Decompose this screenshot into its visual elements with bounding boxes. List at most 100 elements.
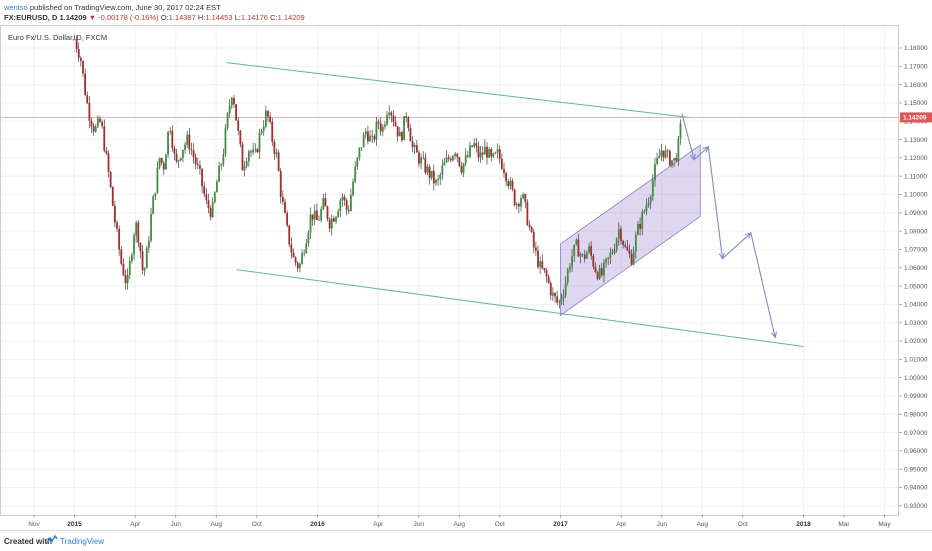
- candle-body: [218, 165, 220, 182]
- candle-body: [437, 178, 439, 180]
- candle-body: [622, 240, 624, 246]
- tradingview-brand[interactable]: TradingView: [60, 537, 105, 546]
- candle-body: [524, 194, 527, 203]
- candle-body: [216, 181, 218, 193]
- candle-body: [156, 167, 159, 193]
- candle-body: [239, 130, 242, 145]
- candle-body: [252, 149, 255, 153]
- candle-body: [552, 292, 554, 296]
- candle-body: [590, 246, 593, 256]
- candle-body: [407, 117, 410, 129]
- candle-body: [126, 275, 129, 284]
- candle-body: [309, 214, 312, 233]
- candle-body: [224, 128, 227, 155]
- candle-body: [192, 150, 195, 158]
- published-text: published on TradingView.com, June 30, 2…: [29, 3, 221, 12]
- time-axis[interactable]: Nov 2015 Apr Jun Aug Oct 2016 Apr Jun Aug Oct 2017 A…: [28, 515, 891, 528]
- candle-body: [294, 257, 297, 263]
- candle-body: [375, 121, 378, 140]
- candle-body: [241, 144, 244, 171]
- candle-body: [284, 201, 286, 213]
- tradingview-logo-icon: [46, 535, 58, 544]
- candle-body: [311, 214, 314, 220]
- x-tick-label: Oct: [252, 521, 262, 528]
- candle-body: [86, 95, 89, 103]
- candle-body: [360, 147, 363, 148]
- candle-body: [381, 126, 384, 132]
- price-chart[interactable]: Euro Fx/U.S. Dollar, D, FXCM 1.18000 1.17…: [0, 0, 932, 530]
- candle-body: [428, 166, 431, 178]
- price-axis[interactable]: 1.180001.170001.160001.150001.140001.130…: [899, 45, 932, 510]
- candle-body: [171, 130, 174, 149]
- candle-body: [492, 153, 495, 157]
- rising-channel: [560, 144, 701, 317]
- x-tick-label: Aug: [453, 521, 465, 528]
- candle-body: [611, 252, 614, 254]
- y-tick-label: 1.16000: [904, 82, 928, 89]
- candle-body: [196, 164, 199, 166]
- candle-body: [656, 158, 658, 164]
- candle-body: [645, 205, 648, 211]
- candle-body: [364, 131, 367, 135]
- candle-body: [564, 282, 567, 295]
- candle-body: [190, 149, 193, 151]
- candle-body: [267, 110, 269, 117]
- current-price-badge: [900, 112, 932, 123]
- candle-body: [456, 153, 459, 158]
- close-label: C:: [270, 13, 278, 22]
- y-tick-label: 1.11000: [904, 173, 927, 180]
- candle-body: [445, 157, 448, 163]
- candle-body: [105, 150, 108, 154]
- candle-body: [141, 251, 144, 271]
- candle-body: [254, 149, 257, 150]
- candle-body: [469, 145, 471, 157]
- candle-body: [352, 181, 354, 196]
- candle-body: [320, 209, 323, 221]
- candle-body: [148, 240, 150, 248]
- price-change: -0.00178 (-0.16%): [98, 13, 159, 22]
- candle-body: [447, 157, 450, 159]
- projection-arrow: [681, 113, 695, 160]
- down-arrow-icon: ▼: [88, 13, 97, 22]
- candle-body: [620, 228, 622, 241]
- candle-body: [541, 261, 544, 269]
- candle-body: [288, 225, 291, 245]
- y-tick-label: 0.94000: [904, 485, 928, 492]
- y-tick-label: 0.95000: [904, 466, 928, 473]
- candle-body: [99, 118, 101, 122]
- candle-body: [203, 186, 206, 195]
- candle-body: [441, 165, 444, 175]
- candle-body: [307, 232, 310, 244]
- candle-body: [96, 118, 99, 127]
- chart-title: Euro Fx/U.S. Dollar, D, FXCM: [8, 33, 107, 42]
- candle-body: [226, 113, 229, 129]
- candle-body: [275, 152, 278, 154]
- y-tick-label: 0.97000: [904, 430, 928, 437]
- candle-body: [337, 211, 340, 218]
- candle-body: [173, 148, 176, 154]
- candle-body: [358, 147, 361, 158]
- candle-body: [571, 256, 573, 267]
- projection-arrow: [750, 232, 776, 338]
- x-tick-label: Jun: [657, 521, 668, 528]
- candle-body: [233, 97, 235, 105]
- x-tick-label: Apr: [130, 521, 141, 528]
- candle-body: [418, 152, 420, 164]
- author-link[interactable]: wentso: [4, 3, 28, 12]
- candle-body: [545, 270, 548, 277]
- candle-body: [422, 157, 425, 159]
- candle-body: [243, 166, 246, 171]
- candle-body: [651, 180, 654, 197]
- candle-body: [131, 254, 133, 262]
- candle-body: [539, 261, 542, 267]
- candle-body: [228, 105, 231, 114]
- current-price-label: 1.14209: [903, 115, 927, 122]
- candle-body: [460, 165, 463, 173]
- candle-body: [286, 212, 289, 226]
- candle-body: [386, 114, 388, 125]
- candle-body: [143, 268, 146, 271]
- candle-body: [250, 151, 252, 153]
- candle-body: [477, 146, 480, 158]
- candle-body: [139, 242, 142, 252]
- y-tick-label: 1.10000: [904, 192, 928, 199]
